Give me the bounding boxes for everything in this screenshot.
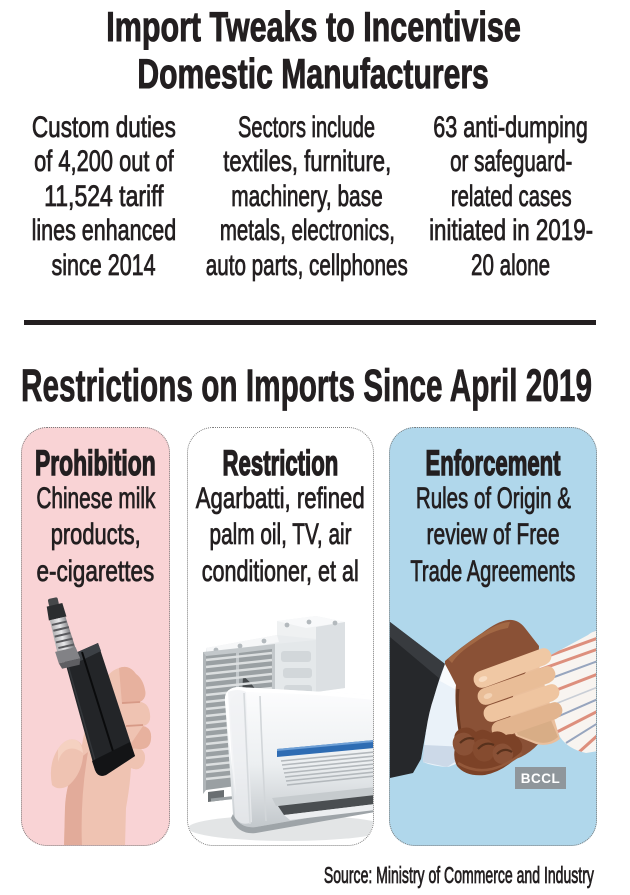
svg-text:BCCL: BCCL bbox=[521, 771, 561, 786]
